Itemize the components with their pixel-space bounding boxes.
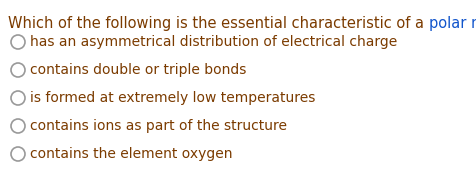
Text: contains double or triple bonds: contains double or triple bonds xyxy=(30,63,246,77)
Text: Which of the following is the essential characteristic of a: Which of the following is the essential … xyxy=(8,16,428,31)
Text: is formed at extremely low temperatures: is formed at extremely low temperatures xyxy=(30,91,315,105)
Text: has an asymmetrical distribution of electrical charge: has an asymmetrical distribution of elec… xyxy=(30,35,397,49)
Text: contains the element oxygen: contains the element oxygen xyxy=(30,147,232,161)
Text: contains ions as part of the structure: contains ions as part of the structure xyxy=(30,119,287,133)
Text: polar molecule?: polar molecule? xyxy=(428,16,476,31)
